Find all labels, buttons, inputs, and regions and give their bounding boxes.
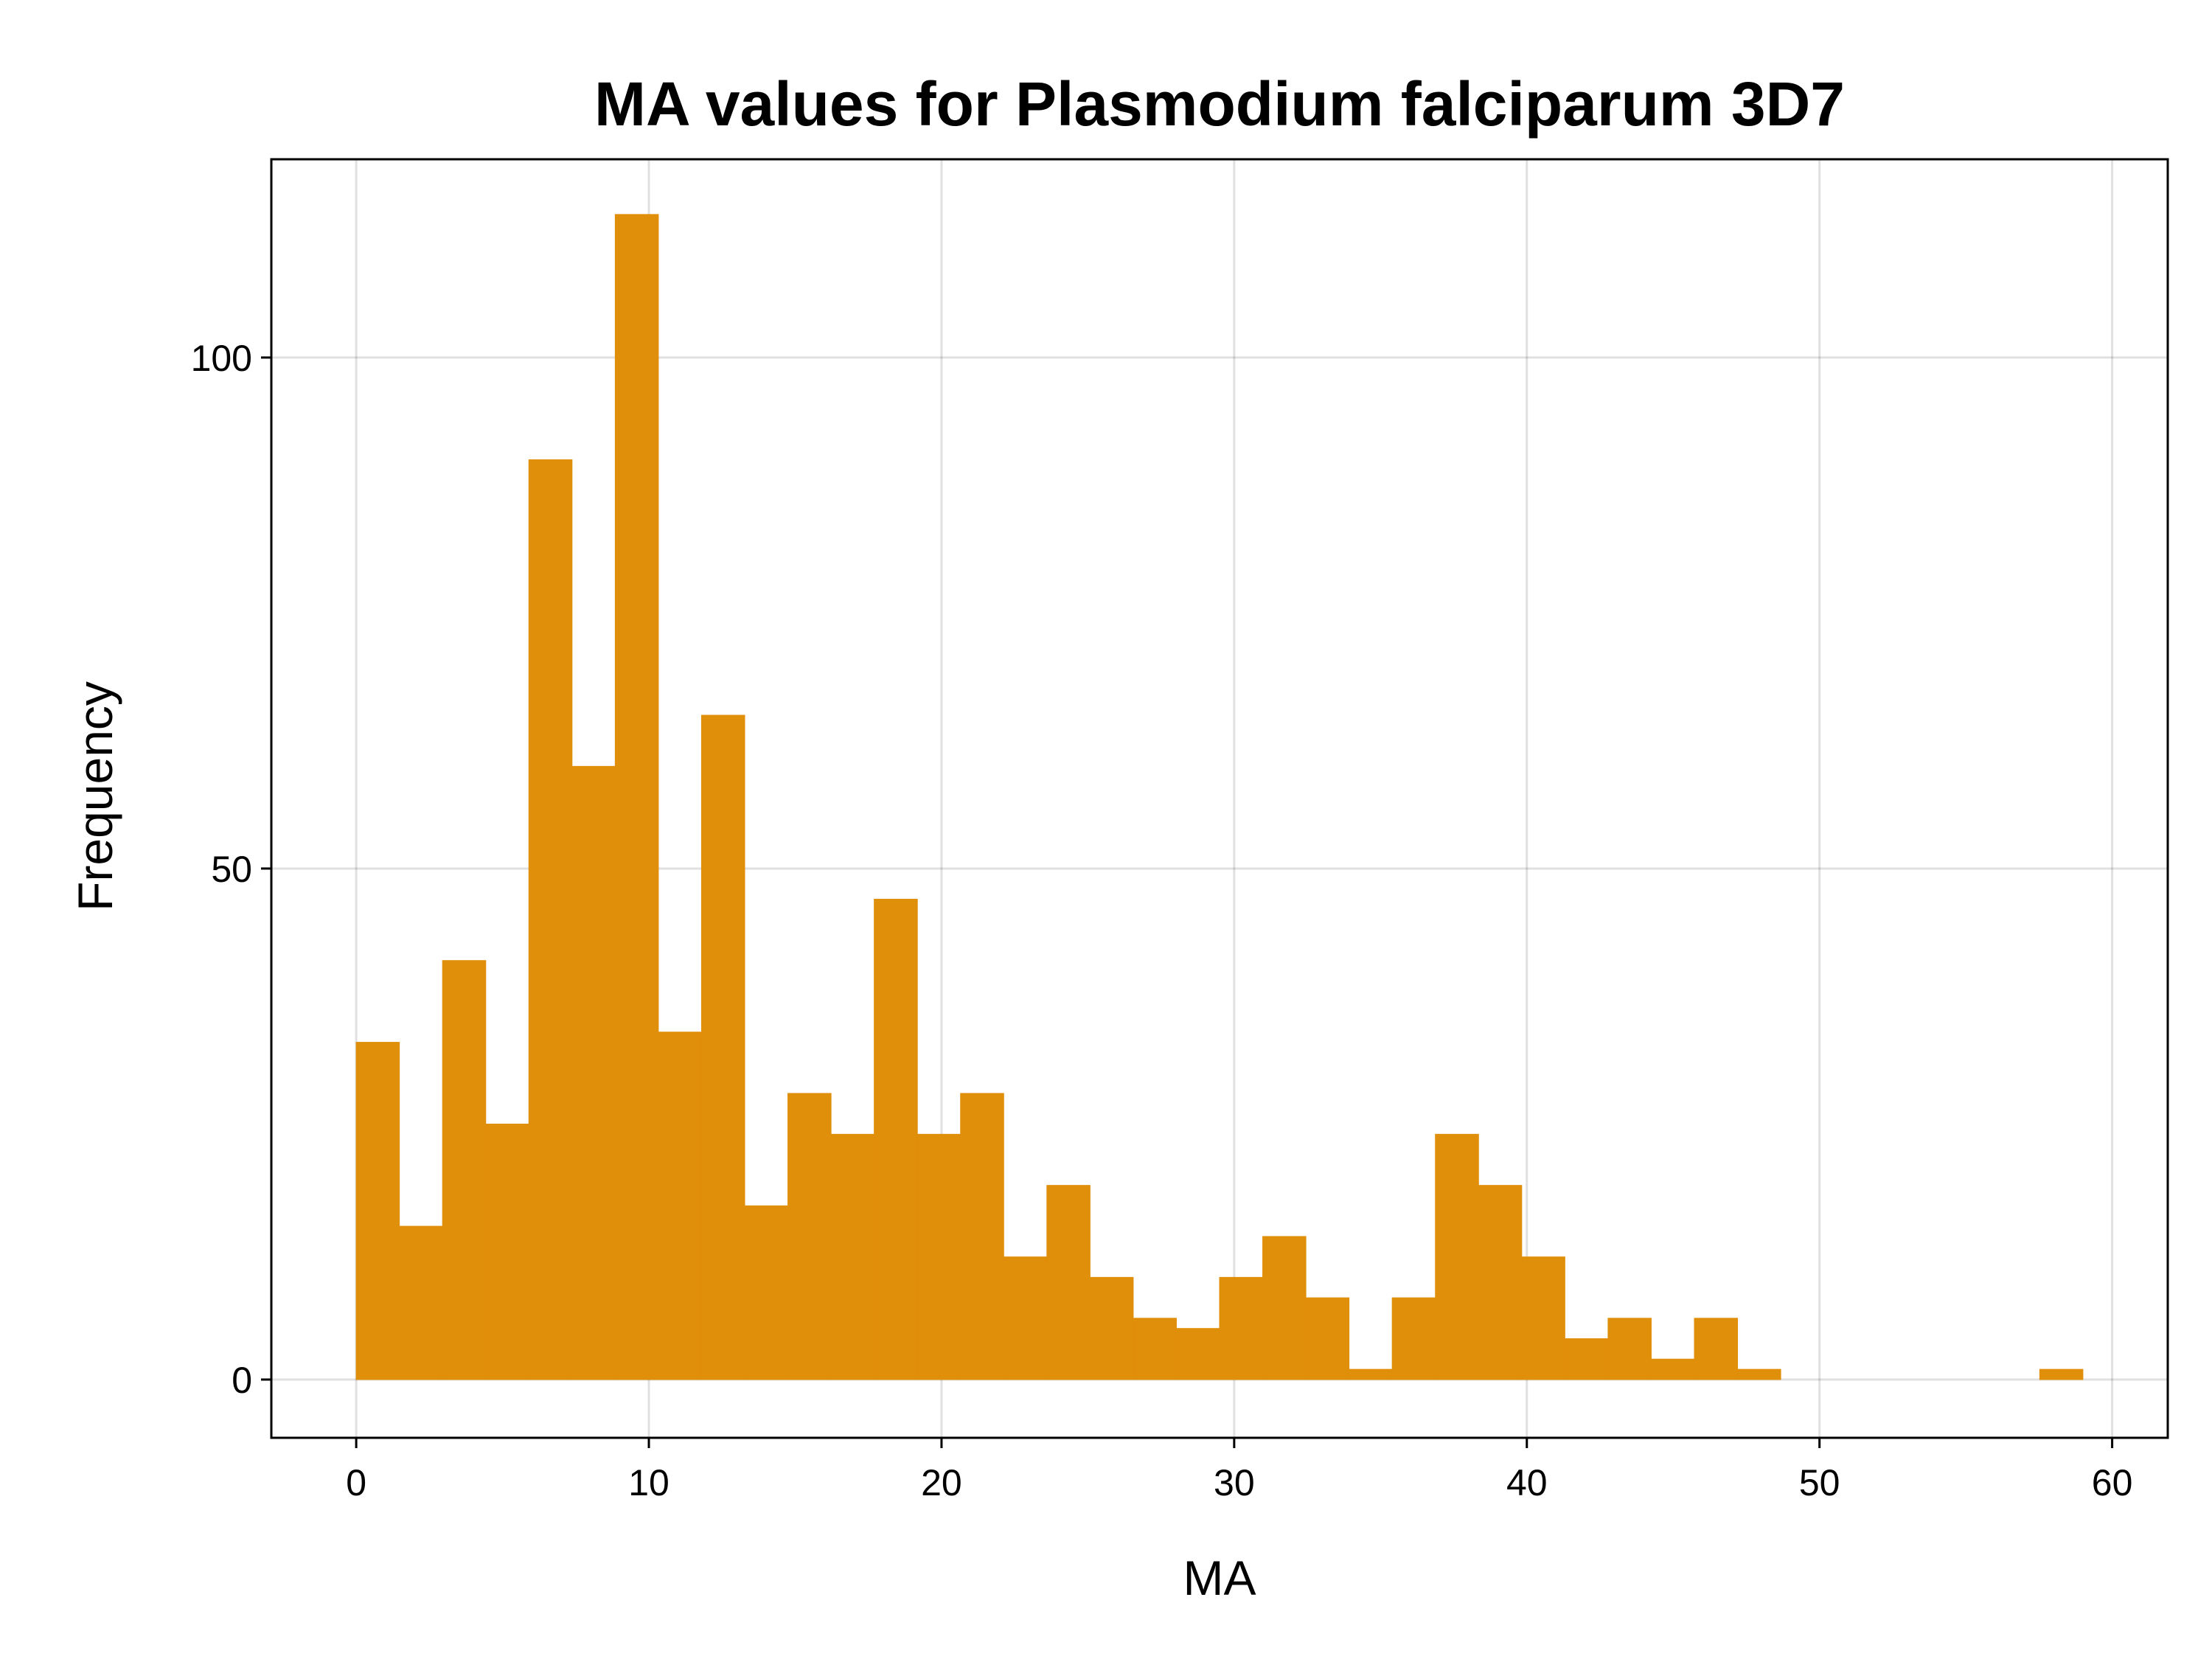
histogram-bar <box>1175 1328 1220 1380</box>
histogram-bar <box>960 1093 1004 1380</box>
histogram-bar <box>1133 1318 1177 1380</box>
histogram-bar <box>1737 1368 1781 1380</box>
histogram-bar <box>571 765 616 1380</box>
histogram-bar <box>1564 1338 1609 1380</box>
x-tick-label: 30 <box>1214 1462 1255 1503</box>
x-tick-label: 20 <box>921 1462 962 1503</box>
x-axis-label: MA <box>1183 1551 1256 1605</box>
histogram-bar <box>1607 1318 1652 1380</box>
histogram-bar <box>787 1093 832 1380</box>
histogram-bar <box>1349 1368 1393 1380</box>
histogram-bar <box>700 714 745 1380</box>
y-tick-label: 100 <box>191 338 252 379</box>
histogram-bars <box>355 214 2084 1380</box>
x-tick-label: 60 <box>2092 1462 2133 1503</box>
histogram-bar <box>485 1123 529 1380</box>
histogram-bar <box>917 1133 961 1380</box>
histogram-bar <box>1305 1297 1350 1380</box>
x-tick-label: 40 <box>1506 1462 1548 1503</box>
histogram-bar <box>528 459 573 1380</box>
histogram-bar <box>1694 1318 1739 1380</box>
histogram-bar <box>614 214 659 1380</box>
histogram-bar <box>1391 1297 1436 1380</box>
x-tick-label: 50 <box>1799 1462 1840 1503</box>
histogram-bar <box>1046 1185 1091 1380</box>
x-tick-label: 0 <box>346 1462 366 1503</box>
histogram-bar <box>1262 1236 1307 1380</box>
histogram-bar <box>399 1225 443 1380</box>
histogram-bar <box>1650 1358 1695 1380</box>
histogram-bar <box>1435 1133 1479 1380</box>
x-tick-label: 10 <box>628 1462 669 1503</box>
y-axis-ticks: 0 50 100 <box>191 338 271 1401</box>
chart-title: MA values for Plasmodium falciparum 3D7 <box>594 69 1845 139</box>
x-axis-ticks: 0 10 20 30 40 50 60 <box>346 1438 2132 1503</box>
histogram-bar <box>1478 1185 1523 1380</box>
histogram-bar <box>355 1042 400 1380</box>
y-tick-label: 50 <box>211 849 252 890</box>
histogram-bar <box>874 899 918 1380</box>
histogram-bar <box>1003 1256 1048 1380</box>
histogram-bar <box>744 1205 789 1380</box>
y-axis-label: Frequency <box>68 681 122 911</box>
histogram-bar <box>658 1032 702 1380</box>
y-tick-label: 0 <box>232 1360 252 1401</box>
histogram-bar <box>442 960 487 1380</box>
plot-frame <box>270 158 2169 1439</box>
histogram-bar <box>1521 1256 1565 1380</box>
histogram-bar <box>1219 1276 1264 1380</box>
histogram-bar <box>830 1133 875 1380</box>
histogram-bar <box>1089 1276 1134 1380</box>
histogram-bar <box>2039 1368 2084 1380</box>
